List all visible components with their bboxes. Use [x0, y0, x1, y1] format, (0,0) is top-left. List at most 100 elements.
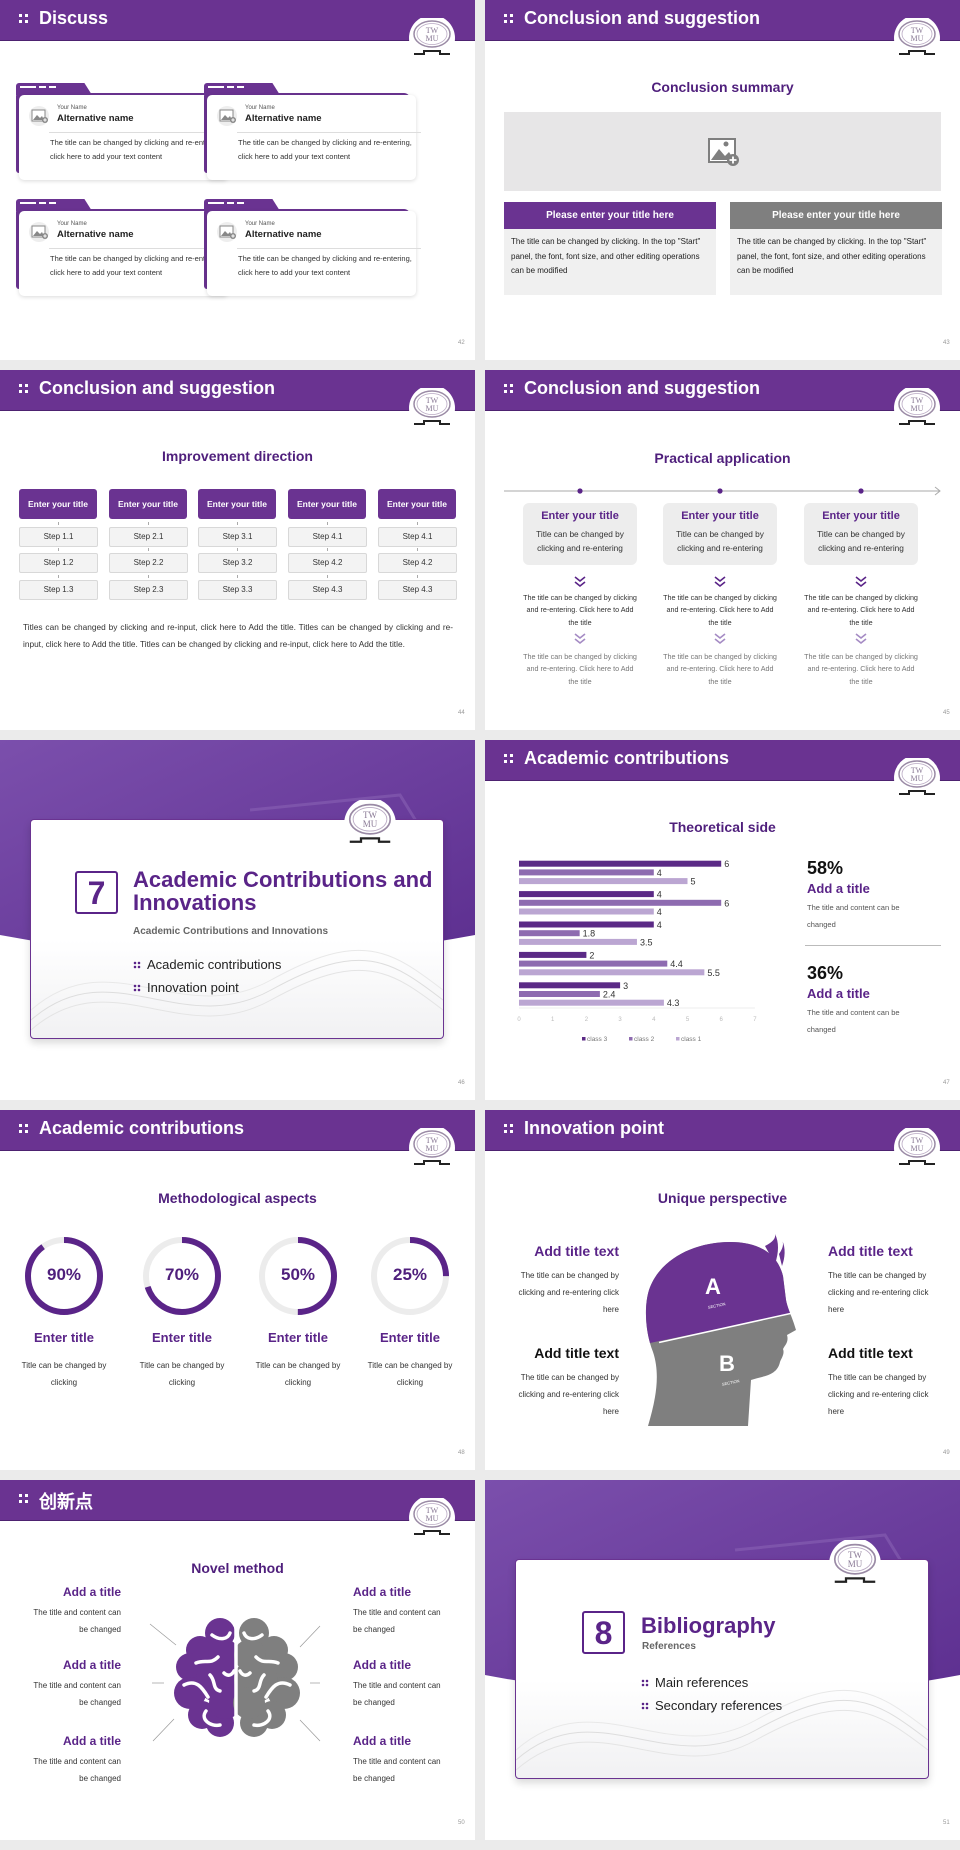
profile-card[interactable]: Your Name Alternative name The title can b… — [204, 199, 421, 296]
section-a-label: A — [705, 1274, 721, 1299]
slide-improvement-direction[interactable]: Conclusion and suggestion Improvement di… — [0, 370, 475, 730]
column-title-button[interactable]: Enter your title — [198, 489, 276, 519]
column-title-button[interactable]: Enter your title — [378, 489, 456, 519]
step-item[interactable]: Step 3.1 — [198, 527, 277, 547]
application-card[interactable]: Enter your title Title can be changed by … — [523, 503, 637, 565]
slide-unique-perspective[interactable]: Innovation point Unique perspective A SE… — [485, 1110, 960, 1470]
step-item[interactable]: Step 2.1 — [109, 527, 188, 547]
bullet-item[interactable]: Innovation point — [133, 980, 239, 995]
application-card[interactable]: Enter your title Title can be changed by … — [804, 503, 918, 565]
tab-dash — [208, 86, 224, 88]
block-text: The title and content can be changed — [33, 1681, 121, 1707]
data-label: 4 — [657, 890, 662, 900]
slide-novel-method[interactable]: 创新点 Novel method Add a title The title a… — [0, 1480, 475, 1840]
bar-class-1 — [519, 999, 664, 1006]
dots-icon — [641, 1702, 649, 1710]
step-item[interactable]: Step 1.3 — [19, 580, 98, 600]
timeline — [504, 486, 941, 496]
connector — [237, 522, 238, 525]
connector — [148, 548, 149, 551]
page-number: 48 — [458, 1450, 465, 1456]
bullet-item[interactable]: Main references — [641, 1675, 748, 1690]
dots-icon — [641, 1679, 649, 1687]
block-text: The title and content can be changed — [353, 1757, 441, 1783]
step-item[interactable]: Step 2.3 — [109, 580, 188, 600]
ring-progress — [25, 1237, 103, 1315]
box-text: The title can be changed by clicking. In… — [504, 229, 716, 295]
card-text: Title can be changed by clicking and re-… — [817, 529, 905, 553]
column-title-button[interactable]: Enter your title — [19, 489, 97, 519]
connector — [417, 522, 418, 525]
section-subtitle: Academic Contributions and Innovations — [133, 926, 329, 937]
step-item[interactable]: Step 3.3 — [198, 580, 277, 600]
bullet-item[interactable]: Academic contributions — [133, 957, 281, 972]
box-title[interactable]: Please enter your title here — [730, 202, 942, 229]
card-body: Your Name Alternative name The title can b… — [19, 95, 233, 180]
bar-class-3 — [519, 891, 654, 898]
step-item[interactable]: Step 1.2 — [19, 553, 98, 573]
bullet-item[interactable]: Secondary references — [641, 1698, 782, 1713]
slide-methodological-aspects[interactable]: Academic contributions Methodological as… — [0, 1110, 475, 1470]
ring-percent: 25% — [392, 1265, 428, 1284]
page-number: 47 — [943, 1080, 950, 1086]
step-item[interactable]: Step 4.1 — [288, 527, 367, 547]
dots-icon — [504, 1124, 514, 1134]
data-label: 3.5 — [640, 937, 653, 947]
university-logo — [343, 800, 397, 852]
step-item[interactable]: Step 4.1 — [378, 527, 457, 547]
column-title-button[interactable]: Enter your title — [288, 489, 366, 519]
column-title-button[interactable]: Enter your title — [109, 489, 187, 519]
slide-section-7[interactable]: 7 Academic Contributions and Innovations… — [0, 740, 475, 1100]
bar-class-1 — [519, 969, 705, 976]
step-item[interactable]: Step 4.3 — [378, 580, 457, 600]
section-heading: Improvement direction — [162, 448, 313, 464]
step-item[interactable]: Step 4.2 — [378, 553, 457, 573]
body-paragraph: Titles can be changed by clicking and re… — [23, 622, 453, 649]
ring-text: Title can be changed by clicking — [367, 1361, 453, 1387]
profile-card[interactable]: Your Name Alternative name The title can b… — [16, 83, 233, 180]
slide-section-8[interactable]: 8 Bibliography References Main reference… — [485, 1480, 960, 1840]
image-placeholder[interactable] — [504, 112, 941, 191]
tab-dash — [237, 202, 244, 204]
connector — [237, 575, 238, 578]
slide-theoretical-side[interactable]: Academic contributions Theoretical side … — [485, 740, 960, 1100]
x-tick-label: 0 — [517, 1017, 521, 1023]
block-text: The title and content can be changed — [33, 1608, 121, 1634]
block-text: The title can be changed by clicking and… — [518, 1373, 620, 1416]
section-heading: Conclusion summary — [651, 79, 794, 95]
university-logo — [828, 1540, 882, 1592]
bar-class-1 — [519, 878, 688, 885]
slide-conclusion-summary[interactable]: Conclusion and suggestion Conclusion sum… — [485, 0, 960, 360]
card-text: The title can be changed by clicking and… — [50, 138, 224, 161]
application-card[interactable]: Enter your title Title can be changed by … — [663, 503, 777, 565]
tab-dash — [39, 202, 46, 204]
section-heading: Unique perspective — [657, 1190, 788, 1206]
avatar-image-icon[interactable] — [217, 222, 237, 242]
step-item[interactable]: Step 3.2 — [198, 553, 277, 573]
university-logo — [408, 18, 456, 62]
ring-percent: 70% — [164, 1265, 200, 1284]
slide-title: Discuss — [39, 8, 109, 28]
slide-header: Conclusion and suggestion — [0, 370, 475, 411]
alternative-name: Alternative name — [57, 113, 134, 124]
profile-card[interactable]: Your Name Alternative name The title can b… — [204, 83, 421, 180]
dots-icon — [504, 384, 514, 394]
slide-practical-application[interactable]: Conclusion and suggestion Practical appl… — [485, 370, 960, 730]
block-text: The title can be changed by clicking and… — [828, 1271, 929, 1314]
slide-header: Academic contributions — [485, 740, 960, 781]
step-item[interactable]: Step 1.1 — [19, 527, 98, 547]
step-item[interactable]: Step 2.2 — [109, 553, 188, 573]
avatar-image-icon[interactable] — [217, 106, 237, 126]
add-image-icon — [708, 138, 739, 166]
step-item[interactable]: Step 4.2 — [288, 553, 367, 573]
avatar-image-icon[interactable] — [29, 222, 49, 242]
data-label: 2 — [589, 950, 594, 960]
bar-class-3 — [519, 982, 621, 989]
slide-discuss[interactable]: Discuss Your Name Alternative name The tit… — [0, 0, 475, 360]
section-title: Bibliography — [641, 1613, 776, 1638]
box-title[interactable]: Please enter your title here — [504, 202, 716, 229]
step-item[interactable]: Step 4.3 — [288, 580, 367, 600]
avatar-image-icon[interactable] — [29, 106, 49, 126]
data-label: 5.5 — [707, 968, 720, 978]
profile-card[interactable]: Your Name Alternative name The title can b… — [16, 199, 233, 296]
